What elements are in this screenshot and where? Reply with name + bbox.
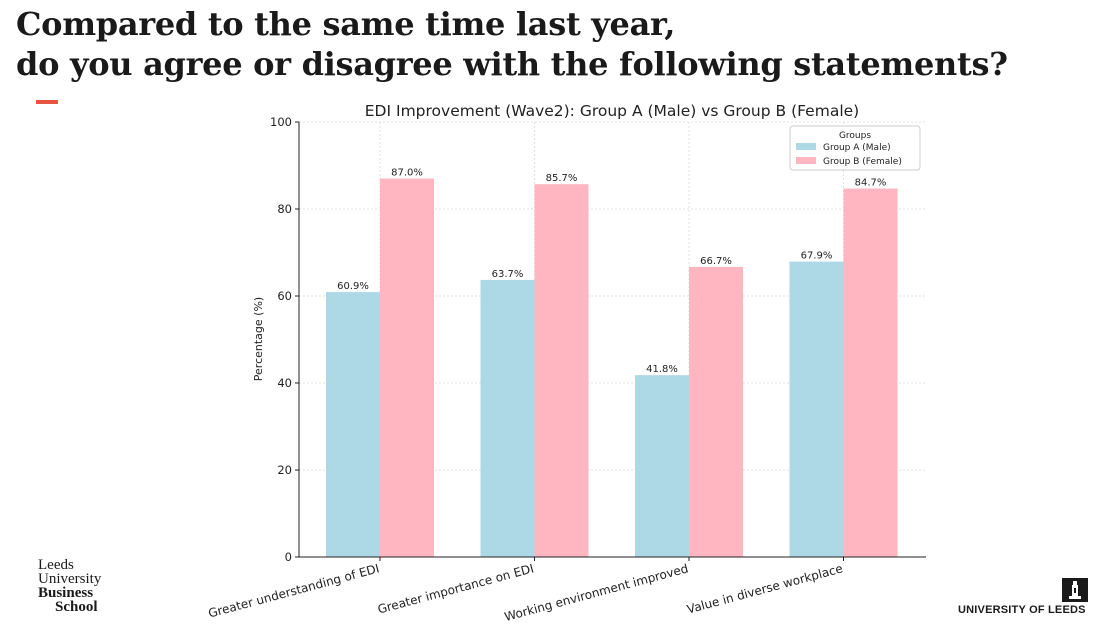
slide-title-line-2: do you agree or disagree with the follow…	[16, 45, 1008, 83]
axes	[298, 122, 926, 558]
bar-group-b-2	[534, 184, 589, 557]
bar-group-a-2	[480, 279, 535, 557]
x-tick-label-1: Greater understanding of EDI	[207, 561, 381, 620]
data-label-group-a-4: 67.9%	[801, 251, 833, 262]
bar-group-a-1	[326, 292, 380, 557]
bars	[326, 178, 898, 558]
legend-title: Groups	[839, 131, 871, 141]
legend-label-group-b: Group B (Female)	[823, 157, 902, 167]
y-tick-label: 40	[277, 376, 292, 390]
y-tick-label: 100	[270, 115, 292, 129]
chart-legend: Groups Group A (Male) Group B (Female)	[789, 125, 921, 171]
university-of-leeds-name: UNIVERSITY OF LEEDS	[958, 604, 1086, 616]
y-axis-label: Percentage (%)	[252, 297, 265, 381]
y-tick-label: 60	[277, 289, 292, 303]
university-crest-icon	[1062, 578, 1088, 602]
slide-title: Compared to the same time last year, do …	[16, 4, 1008, 84]
legend-swatch-group-b	[796, 157, 816, 164]
slide-title-line-1: Compared to the same time last year,	[16, 5, 676, 43]
legend-label-group-a: Group A (Male)	[823, 143, 891, 153]
bar-group-b-4	[843, 188, 898, 557]
university-of-leeds-logo: UNIVERSITY OF LEEDS	[958, 578, 1093, 618]
data-label-group-a-3: 41.8%	[646, 364, 678, 375]
bar-group-b-1	[380, 178, 434, 558]
title-accent-bar	[36, 100, 58, 104]
data-label-group-b-3: 66.7%	[700, 256, 732, 267]
data-label-group-b-4: 84.7%	[855, 178, 887, 189]
lubs-logo-line-4: School	[55, 599, 98, 615]
lubs-logo-line-3: Business	[38, 585, 94, 601]
y-tick-label: 80	[277, 202, 292, 216]
x-tick-label-4: Value in diverse workplace	[685, 561, 844, 616]
bar-group-a-4	[789, 261, 844, 557]
legend-box	[789, 125, 921, 171]
chart-title: EDI Improvement (Wave2): Group A (Male) …	[365, 102, 859, 120]
y-tick-label: 0	[285, 550, 292, 564]
lubs-logo-line-1: Leeds	[38, 557, 74, 573]
lubs-logo-line-2: University	[38, 571, 102, 587]
leeds-business-school-logo: Leeds University Business School	[38, 557, 102, 615]
y-tick-label: 20	[277, 463, 292, 477]
data-label-group-a-1: 60.9%	[337, 281, 369, 292]
bar-group-a-3	[635, 375, 689, 557]
legend-swatch-group-a	[796, 143, 816, 150]
data-label-group-b-2: 85.7%	[546, 173, 578, 184]
bar-group-b-3	[689, 266, 743, 557]
data-label-group-b-1: 87.0%	[391, 168, 423, 179]
data-label-group-a-2: 63.7%	[492, 269, 524, 280]
